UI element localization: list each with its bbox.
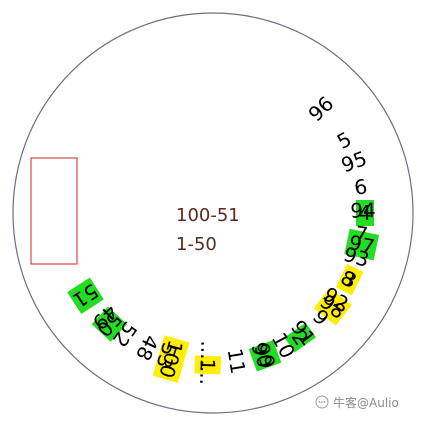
chat-bubble-icon — [315, 395, 329, 409]
highlight-band — [313, 287, 352, 326]
highlight-97: 97 — [344, 228, 380, 261]
highlight-4: 4 — [356, 200, 374, 226]
watermark-text: 牛客@Aulio — [333, 395, 399, 410]
selection-box — [30, 157, 78, 265]
highlight-band — [248, 340, 282, 372]
highlight-band — [67, 277, 104, 315]
highlight-band — [356, 200, 374, 226]
highlight-band — [344, 228, 380, 261]
highlight-band — [284, 322, 316, 353]
highlight-number: 1 — [195, 358, 219, 372]
highlight-number: 97 — [347, 230, 377, 259]
highlight-100: 100 — [152, 335, 190, 383]
highlight-band — [335, 264, 364, 296]
sequence-number: 96 — [303, 91, 338, 126]
highlight-band — [194, 355, 222, 375]
sequence-number: 6 — [352, 174, 369, 200]
ellipsis-label: ....... — [195, 340, 221, 385]
sequence-number: 7 — [354, 221, 370, 247]
highlight-band — [91, 306, 128, 342]
center-label-bottom: 1-50 — [176, 234, 217, 255]
outer-circle — [12, 12, 414, 414]
sequence-number: 11 — [223, 347, 251, 376]
highlight-1: 1 — [194, 355, 222, 375]
center-label-top: 100-51 — [176, 205, 240, 226]
highlight-band — [152, 335, 190, 383]
highlight-number: 51 — [68, 279, 102, 313]
highlight-number: 4 — [359, 201, 372, 225]
highlight-3: 3 — [335, 264, 364, 296]
sequence-number: 94 — [350, 198, 376, 222]
watermark: 牛客@Aulio — [315, 395, 399, 410]
